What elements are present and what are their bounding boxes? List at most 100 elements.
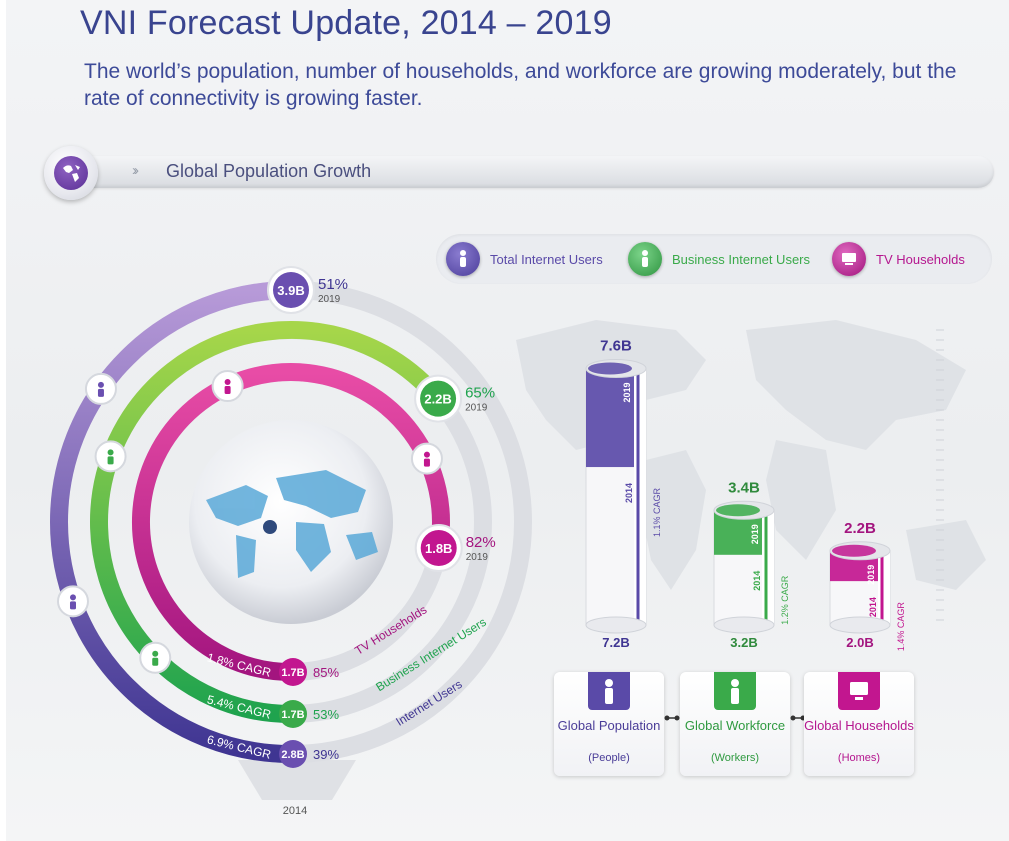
year-2019-label: 2019	[465, 403, 488, 414]
ring-arc	[131, 363, 450, 681]
value-2019-label: 7.6B	[600, 338, 632, 355]
bar-bottom	[713, 616, 775, 634]
section-title: Global Population Growth	[166, 161, 372, 181]
bubble-2014	[279, 740, 307, 768]
globe-badge	[44, 146, 98, 200]
person-icon	[97, 381, 104, 388]
person-icon	[152, 650, 159, 657]
bar-bottom	[829, 616, 891, 634]
person-icon-body	[97, 388, 104, 397]
value-2014-label: 2.8B	[281, 749, 304, 761]
value-2014-label: 1.7B	[281, 709, 304, 721]
legend-label: TV Households	[876, 252, 965, 267]
ring-arc	[50, 281, 300, 763]
link-connector-icon	[664, 708, 680, 721]
person-device-icon	[446, 242, 480, 276]
card-title: Global Population	[557, 718, 661, 733]
bar-top-color	[588, 362, 632, 375]
base-wedge	[238, 760, 356, 800]
bar-side	[878, 550, 890, 625]
series-name-label: TV Households	[352, 602, 429, 657]
cagr-label: 1.2% CAGR	[780, 575, 790, 625]
bubble-2019	[420, 380, 457, 417]
penetration-2019-label: 51%	[318, 276, 348, 293]
globe-graphic	[189, 420, 393, 624]
bubble-2019	[420, 530, 457, 567]
cagr-label: 6.9% CAGR	[206, 732, 273, 761]
person-icon	[588, 672, 630, 710]
tv-icon	[838, 672, 880, 710]
ring-icon-badge	[56, 585, 89, 618]
penetration-2014-label: 39%	[313, 747, 339, 762]
value-2014-label: 3.2B	[730, 635, 757, 650]
year-2014-label: 2014	[868, 597, 878, 617]
value-2019-label: 3.4B	[728, 479, 760, 496]
section-bar	[66, 156, 994, 188]
bar-side	[634, 368, 646, 625]
value-2014-label: 7.2B	[602, 635, 629, 650]
value-2019-label: 1.8B	[425, 541, 452, 556]
person-icon	[224, 379, 231, 386]
value-2014-label: 2.0B	[846, 635, 873, 650]
businessperson-icon	[628, 242, 662, 276]
person-icon-body	[423, 458, 430, 467]
infographic-page: VNI Forecast Update, 2014 – 2019 The wor…	[6, 0, 1009, 841]
value-2019-label: 2.2B	[844, 520, 876, 537]
year-2014-label: 2014	[624, 483, 634, 503]
person-icon	[69, 594, 76, 601]
bubble-2014	[279, 700, 307, 728]
cagr-label: 5.4% CAGR	[206, 692, 273, 721]
bar-top-color	[832, 544, 876, 557]
legend-label: Total Internet Users	[490, 252, 603, 267]
penetration-2014-label: 53%	[313, 707, 339, 722]
double-chevron-icon: ››	[132, 162, 139, 179]
year-2019-label: 2019	[750, 524, 760, 544]
card-unit: (Homes)	[837, 752, 881, 764]
bar-top-color	[716, 504, 760, 517]
globe-icon	[54, 156, 88, 190]
card-title: Global Households	[804, 718, 914, 733]
year-2019-label: 2019	[866, 565, 876, 585]
world-map-background	[516, 320, 986, 590]
page-title: VNI Forecast Update, 2014 – 2019	[80, 4, 612, 42]
legend-label: Business Internet Users	[672, 252, 811, 267]
globe-center-icon	[263, 520, 277, 534]
value-2014-label: 1.7B	[281, 667, 304, 679]
penetration-2019-label: 65%	[465, 385, 495, 402]
person-icon-body	[69, 601, 76, 610]
cagr-label: 1.1% CAGR	[652, 488, 662, 538]
bar-side	[762, 510, 774, 625]
value-2019-label: 3.9B	[277, 283, 304, 298]
person-icon	[423, 451, 430, 458]
card-unit: (Workers)	[710, 752, 760, 764]
card-global-population: Global Population (People)	[554, 672, 664, 776]
year-2019-label: 2019	[466, 552, 489, 563]
globe-map	[206, 470, 378, 578]
value-2019-label: 2.2B	[424, 392, 451, 407]
cagr-label: 1.4% CAGR	[896, 602, 906, 652]
cylinder-bar-chart: 7.6B 7.2B 2019 2014 1.1% CAGR 3.4B 3.2B 2019 201…	[585, 329, 944, 652]
person-icon-body	[152, 657, 159, 666]
card-unit: (People)	[588, 752, 630, 764]
year-2019-label: 2019	[622, 382, 632, 402]
bubble-2019	[273, 272, 309, 308]
ring-arc	[90, 321, 448, 723]
tv-household-icon	[832, 242, 866, 276]
page-subtitle: The world’s population, number of househ…	[84, 60, 957, 110]
bar-2019-segment	[586, 368, 634, 468]
worker-icon	[714, 672, 756, 710]
penetration-2019-label: 82%	[466, 534, 496, 551]
bubble-2014	[279, 658, 307, 686]
year-2019-label: 2019	[318, 294, 341, 305]
person-icon-body	[107, 456, 114, 465]
card-global-workforce: Global Workforce (Workers)	[680, 672, 790, 776]
card-title: Global Workforce	[684, 718, 786, 733]
person-icon-body	[224, 386, 231, 395]
year-2014-label: 2014	[283, 805, 307, 817]
bar-bottom	[585, 616, 647, 634]
card-global-households: Global Households (Homes)	[804, 672, 914, 776]
person-icon	[107, 449, 114, 456]
legend	[436, 234, 992, 284]
penetration-2014-label: 85%	[313, 665, 339, 680]
